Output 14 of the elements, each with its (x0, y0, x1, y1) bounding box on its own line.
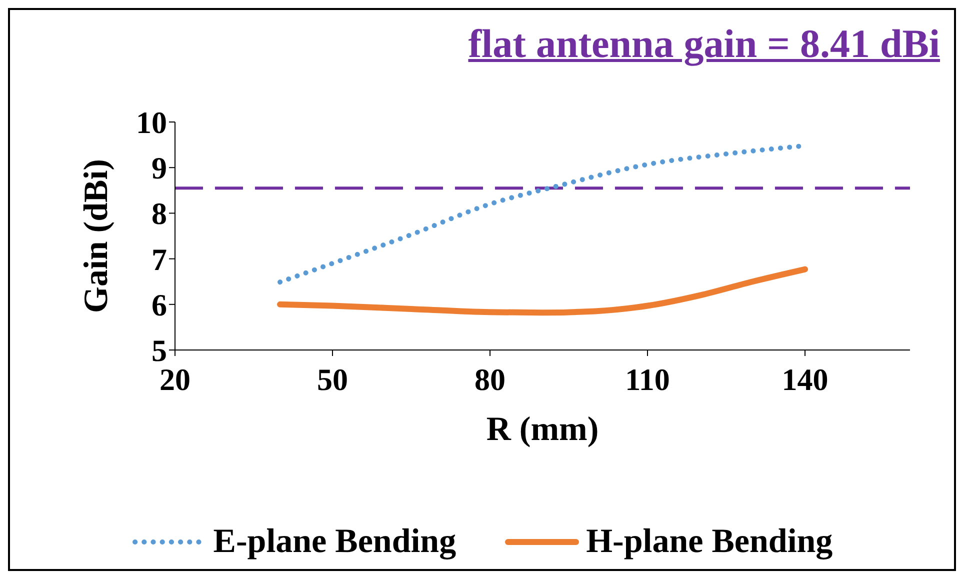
y-tick-label: 7 (152, 242, 167, 277)
x-tick-label: 110 (625, 362, 670, 398)
chart-title: flat antenna gain = 8.41 dBi (468, 20, 940, 67)
y-axis-title: Gain (dBi) (78, 159, 116, 313)
x-tick-label: 140 (782, 362, 828, 398)
x-tick-label: 50 (317, 362, 348, 398)
legend-label: E-plane Bending (213, 523, 456, 561)
y-tick-label: 9 (152, 150, 167, 186)
y-tick-label: 8 (152, 196, 167, 232)
x-tick-label: 80 (474, 362, 506, 398)
x-axis-title: R (mm) (486, 411, 599, 448)
legend-label: H-plane Bending (586, 523, 833, 561)
y-tick-label: 10 (136, 105, 167, 140)
y-tick-label: 6 (152, 287, 167, 322)
